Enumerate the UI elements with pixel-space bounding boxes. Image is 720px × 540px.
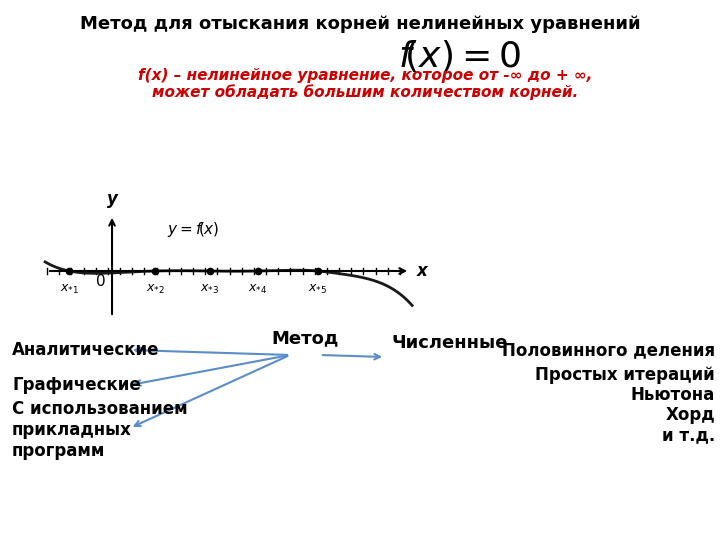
- Text: Простых итераций: Простых итераций: [535, 366, 715, 384]
- Text: может обладать большим количеством корней.: может обладать большим количеством корне…: [152, 84, 578, 100]
- Text: Хорд: Хорд: [665, 406, 715, 424]
- Text: Ньютона: Ньютона: [631, 386, 715, 404]
- Text: x: x: [417, 262, 428, 280]
- Text: $x_{*1}$: $x_{*1}$: [60, 283, 78, 296]
- Text: Половинного деления: Половинного деления: [502, 341, 715, 359]
- Text: и т.д.: и т.д.: [662, 426, 715, 444]
- Text: $f\!\left(x\right)=0$: $f\!\left(x\right)=0$: [398, 38, 522, 74]
- Text: Аналитические: Аналитические: [12, 341, 160, 359]
- Text: Графические: Графические: [12, 376, 140, 394]
- Text: 0: 0: [96, 274, 106, 289]
- Text: С использованием
прикладных
программ: С использованием прикладных программ: [12, 400, 188, 460]
- Text: $y = f\!(x)$: $y = f\!(x)$: [167, 220, 220, 239]
- Text: y: y: [107, 190, 117, 208]
- Text: Метод: Метод: [271, 329, 338, 347]
- Text: $x_{*5}$: $x_{*5}$: [308, 283, 328, 296]
- Text: f(x) – нелинейное уравнение, которое от -∞ до + ∞,: f(x) – нелинейное уравнение, которое от …: [138, 68, 592, 83]
- Text: $x_{*2}$: $x_{*2}$: [145, 283, 164, 296]
- Text: $x_{*4}$: $x_{*4}$: [248, 283, 267, 296]
- Text: $x_{*3}$: $x_{*3}$: [200, 283, 220, 296]
- Text: Метод для отыскания корней нелинейных уравнений: Метод для отыскания корней нелинейных ур…: [80, 15, 640, 33]
- Text: Численные: Численные: [392, 334, 508, 352]
